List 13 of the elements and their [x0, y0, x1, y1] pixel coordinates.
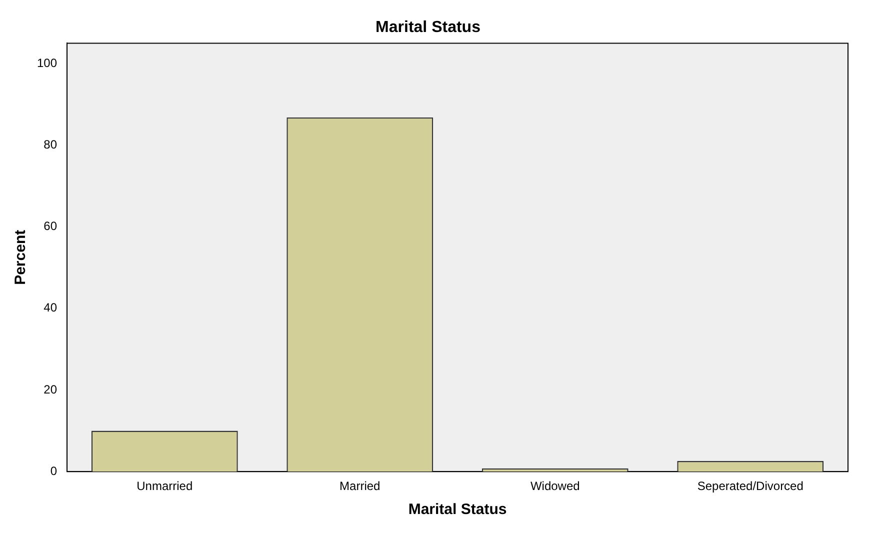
x-axis-title: Marital Status	[408, 501, 507, 518]
x-tick-label: Seperated/Divorced	[697, 479, 804, 494]
x-tick-label: Unmarried	[136, 479, 193, 494]
y-tick-label: 80	[44, 138, 58, 152]
y-tick-label: 60	[44, 219, 58, 234]
x-tick-label: Widowed	[530, 479, 580, 494]
chart-title: Marital Status	[376, 19, 481, 36]
y-tick-label: 40	[44, 300, 58, 315]
y-tick-label: 0	[50, 464, 58, 478]
y-tick-label: 100	[36, 56, 58, 70]
x-tick-label: Married	[340, 479, 380, 494]
y-axis-title: Percent	[12, 230, 30, 285]
y-tick-label: 20	[44, 382, 58, 396]
